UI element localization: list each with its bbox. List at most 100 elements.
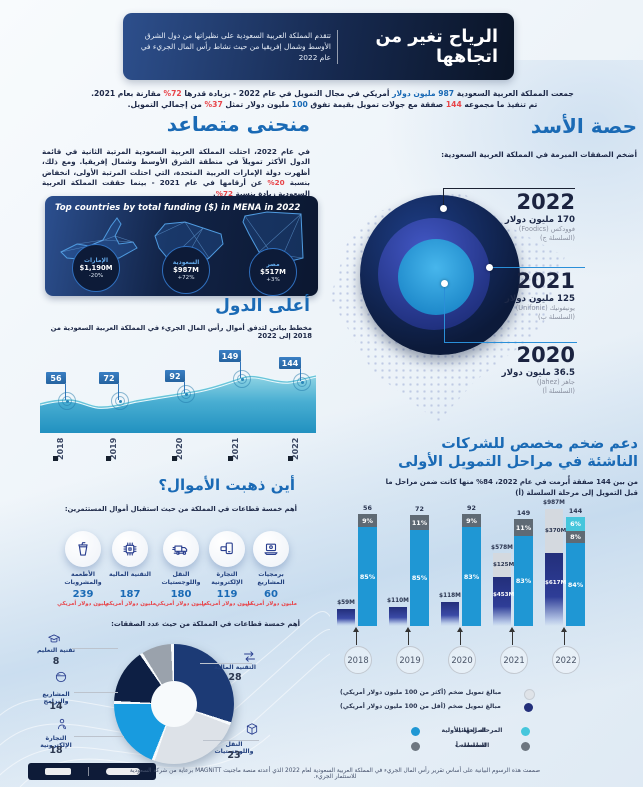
- sponsor-logo: [44, 768, 71, 775]
- ecommerce-value-donut: 18: [49, 745, 63, 756]
- ecommerce-value: 119: [216, 589, 238, 600]
- year-arrow-2022: [561, 627, 567, 632]
- deal-2020-year: 2020: [516, 343, 575, 367]
- logistics-circle: [163, 531, 199, 567]
- connector-2022-h: [443, 188, 575, 189]
- coffee-cup-icon: [78, 542, 88, 556]
- fnb-name: الأطعمة والمشروبات: [64, 571, 102, 586]
- deal-2020-company: جاهز (Jahez): [536, 378, 575, 386]
- seriesA-seg-2020: 9%: [462, 514, 481, 527]
- point-2022: [293, 373, 311, 391]
- year-arrow-line-2021: [512, 630, 513, 645]
- transport-value-donut: 23: [227, 750, 241, 761]
- software-browser-icon: [55, 671, 67, 683]
- money-mega-label-2021: $125M: [493, 562, 515, 568]
- fintech-unit: مليون دولار أمريكي: [104, 601, 156, 607]
- x-tick-2019: [106, 456, 111, 461]
- x-tick-2022: [288, 456, 293, 461]
- flag-2018: 56: [46, 372, 66, 384]
- connector-2021-h: [492, 267, 585, 268]
- deals-total-2022: 144: [568, 507, 583, 515]
- year-arrow-2020: [457, 627, 463, 632]
- flag-2020: 92: [165, 370, 185, 382]
- deal-2020: 2020 36.5 مليون دولار جاهز (Jahez) (السل…: [455, 345, 575, 396]
- uae-funding: $1,190M: [79, 264, 113, 273]
- deals-total-2018: 56: [363, 504, 372, 512]
- deal-2022-round: (السلسلة ج): [539, 233, 575, 242]
- connector-2020-v: [444, 285, 445, 342]
- flag-2021: 149: [219, 350, 241, 362]
- flag-2022: 144: [279, 357, 301, 369]
- point-2020: [177, 385, 195, 403]
- money-mega-2022: [545, 509, 563, 553]
- deal-2022-year: 2022: [516, 190, 575, 214]
- legend-later: المرحلة النهائية: [455, 727, 503, 734]
- deal-2020-amount: 36.5 مليون دولار: [501, 368, 575, 378]
- uae-decline-highlight: 20%: [267, 178, 285, 188]
- ksa-growth-highlight: 72%: [215, 188, 233, 198]
- money-label-2018: $59M: [337, 600, 355, 606]
- deal-2022: 2022 170 مليون دولار فوودكس (Foodics) (ا…: [455, 192, 575, 243]
- page-title: الرياح تغير من اتجاهها: [375, 26, 498, 67]
- software-circle: [253, 531, 289, 567]
- early-seg-2018: 85%: [358, 527, 377, 626]
- year-arrow-2019: [405, 627, 411, 632]
- point-2018: [58, 392, 76, 410]
- year-circle-2020: 2020: [448, 646, 476, 674]
- legend-seriesB: السلسلة ب: [455, 742, 490, 749]
- edtech-icon: [48, 634, 60, 643]
- point-2021: [233, 370, 251, 388]
- seriesA-seg-2018: 9%: [358, 514, 377, 527]
- mega-share-highlight: 37%: [204, 100, 223, 109]
- transport-line: [203, 740, 259, 741]
- footer-logo-bar: [28, 763, 156, 780]
- marker-dot-2020: [441, 280, 448, 287]
- ecommerce-name: التجارة الإلكترونية: [211, 571, 243, 586]
- year-circle-2022: 2022: [552, 646, 580, 674]
- fintech-name: التقنية المالية: [109, 571, 151, 578]
- early-title-2: الناشئة في مراحل التمويل الأولى: [398, 454, 638, 470]
- footer-credit: صممت هذه الرسوم البيانية على أساس تقرير …: [129, 768, 541, 780]
- top-countries-box: Top countries by total funding ($) in ME…: [45, 196, 318, 296]
- seriesA-seg-2019: 11%: [410, 515, 429, 530]
- money-label-2020: $118M: [439, 593, 461, 599]
- software-unit: مليون دولار أمريكي: [245, 601, 297, 607]
- legend-dot-early: [411, 727, 420, 736]
- early-seg-2019: 85%: [410, 530, 429, 626]
- legend-nonmega: مبالغ تمويل ضخم (أقل من 100 مليون دولار …: [340, 703, 501, 710]
- uae-name: الإمارات: [83, 256, 109, 264]
- deals-total-2021: 149: [516, 509, 531, 517]
- legend-mega: مبالغ تمويل ضخم (أكثر من 100 مليون دولار…: [340, 689, 502, 696]
- year-circle-2019: 2019: [396, 646, 424, 674]
- money-label-2019: $110M: [387, 598, 409, 604]
- software-name: برمجيات المشاريع: [257, 571, 285, 586]
- money-bar-2018: [337, 609, 355, 626]
- early-seg-2021: 83%: [514, 536, 533, 626]
- year-arrow-line-2022: [564, 630, 565, 645]
- money-rest-2022: [545, 553, 563, 626]
- x-tick-2018: [53, 456, 58, 461]
- shopper-line: [74, 736, 124, 737]
- fintech-value-donut: 28: [228, 672, 242, 683]
- money-rest-2021: [493, 577, 511, 626]
- deal-2022-amount: 170 مليون دولار: [504, 215, 575, 225]
- fnb-circle: [65, 531, 101, 567]
- shopper-icon: [58, 718, 66, 730]
- software-value-donut: 14: [49, 701, 63, 712]
- legend-dot-seriesA: [411, 742, 420, 751]
- ksa-name: السعودية: [172, 258, 200, 266]
- point-2019: [111, 392, 129, 410]
- growth-pct-highlight: 72%: [163, 89, 182, 98]
- flag-2019: 72: [99, 372, 119, 384]
- header-banner: تتقدم المملكة العربية السعودية على نظيرا…: [123, 13, 514, 80]
- fnb-value: 239: [72, 589, 94, 600]
- early-seg-2020: 83%: [462, 527, 481, 626]
- upward-title: منحنى متصاعد: [166, 112, 310, 136]
- deals-count-highlight: 144: [445, 100, 462, 109]
- header-subtitle: تتقدم المملكة العربية السعودية على نظيرا…: [140, 30, 331, 63]
- logistics-name: النقل واللوجستيات: [161, 571, 201, 586]
- deals-donut-hole: [151, 681, 197, 727]
- flow-chart-title: أعلى الدول: [215, 296, 310, 316]
- year-arrow-line-2019: [408, 630, 409, 645]
